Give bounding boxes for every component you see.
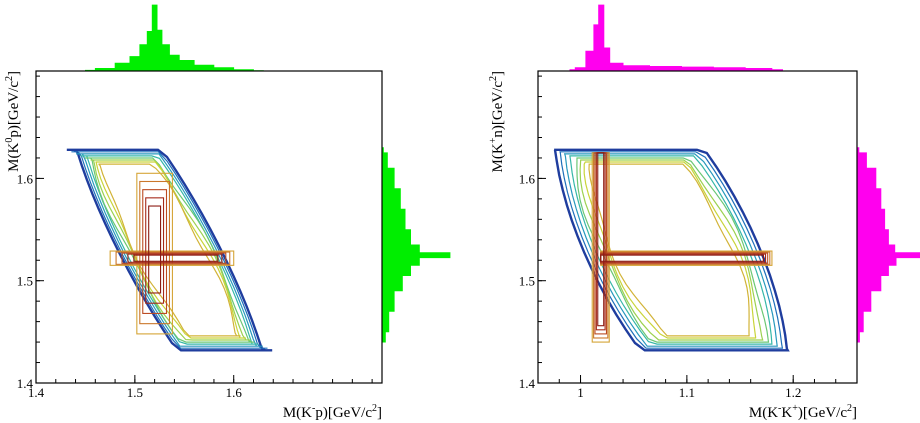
vertical-band-contour bbox=[145, 197, 165, 304]
y-tick-label: 1.4 bbox=[519, 376, 536, 391]
x-tick-label: 1.4 bbox=[28, 385, 45, 400]
horizontal-band-contour bbox=[109, 250, 235, 266]
vertical-band-contour bbox=[593, 152, 609, 339]
top-projection-left bbox=[85, 4, 264, 72]
chart-panel-right: 1 1.1 1.2 1.4 1.5 1.6 M(K-K+)[GeV/c2] M(… bbox=[488, 4, 920, 421]
contour-level bbox=[80, 155, 259, 345]
horizontal-band-contour bbox=[127, 253, 223, 263]
vertical-band-contour bbox=[597, 152, 605, 327]
plot-frame-right bbox=[537, 70, 858, 384]
horizontal-band-contour bbox=[133, 254, 219, 262]
x-tick-labels-left: 1.4 1.5 1.6 bbox=[28, 385, 242, 400]
projection-histogram-y bbox=[856, 147, 920, 343]
horizontal-band-contour bbox=[600, 254, 764, 262]
y-tick-label: 1.5 bbox=[17, 274, 33, 289]
contour-level bbox=[95, 161, 246, 339]
contour-level bbox=[569, 155, 773, 345]
x-tick-label: 1.5 bbox=[127, 385, 143, 400]
contour-level bbox=[76, 153, 263, 347]
y-tick-label: 1.6 bbox=[519, 171, 536, 186]
contour-plot-left bbox=[66, 148, 273, 352]
y-axis-title-left: M(K0p)[GeV/c2] bbox=[4, 71, 22, 172]
x-tick-label: 1.6 bbox=[226, 385, 243, 400]
projection-histogram-x bbox=[85, 4, 264, 72]
y-tick-labels-left: 1.4 1.5 1.6 bbox=[17, 171, 34, 391]
x-tick-label: 1 bbox=[577, 385, 584, 400]
axis-ticks-left bbox=[35, 75, 373, 384]
horizontal-band-contour bbox=[121, 252, 227, 264]
contour-level bbox=[588, 163, 750, 337]
projection-histogram-x bbox=[569, 4, 783, 72]
vertical-band-contour bbox=[142, 189, 168, 314]
y-tick-label: 1.4 bbox=[17, 376, 34, 391]
contour-level bbox=[583, 161, 757, 339]
vertical-band-contour bbox=[148, 205, 162, 294]
top-projection-right bbox=[569, 4, 783, 72]
y-tick-label: 1.5 bbox=[519, 274, 535, 289]
x-axis-title-left: M(K-p)[GeV/c2] bbox=[283, 403, 382, 421]
contour-level bbox=[66, 148, 273, 352]
contour-plot-right bbox=[553, 148, 790, 352]
x-tick-label: 1.2 bbox=[785, 385, 801, 400]
plot-frame-left bbox=[35, 70, 383, 384]
y-tick-label: 1.6 bbox=[17, 171, 34, 186]
horizontal-band-contour bbox=[115, 251, 231, 265]
contour-level bbox=[84, 157, 255, 343]
chart-panel-left: 1.4 1.5 1.6 1.4 1.5 1.6 M(K-p)[GeV/c2] M… bbox=[4, 4, 451, 421]
x-tick-label: 1.1 bbox=[679, 385, 695, 400]
contour-level bbox=[563, 153, 778, 347]
contour-level bbox=[90, 159, 251, 341]
projection-histogram-y bbox=[381, 147, 451, 343]
x-axis-title-right: M(K-K+)[GeV/c2] bbox=[749, 403, 857, 421]
contour-level bbox=[71, 151, 268, 349]
y-axis-title-right: M(K+n)[GeV/c2] bbox=[488, 71, 506, 172]
x-tick-labels-right: 1 1.1 1.2 bbox=[577, 385, 801, 400]
contour-level bbox=[98, 163, 241, 337]
y-tick-labels-right: 1.4 1.5 1.6 bbox=[519, 171, 536, 391]
contour-level bbox=[553, 148, 790, 352]
side-projection-right bbox=[856, 147, 920, 343]
side-projection-left bbox=[381, 147, 451, 343]
axis-ticks-right bbox=[537, 75, 858, 384]
contour-level bbox=[559, 151, 784, 349]
contour-level bbox=[576, 157, 770, 343]
